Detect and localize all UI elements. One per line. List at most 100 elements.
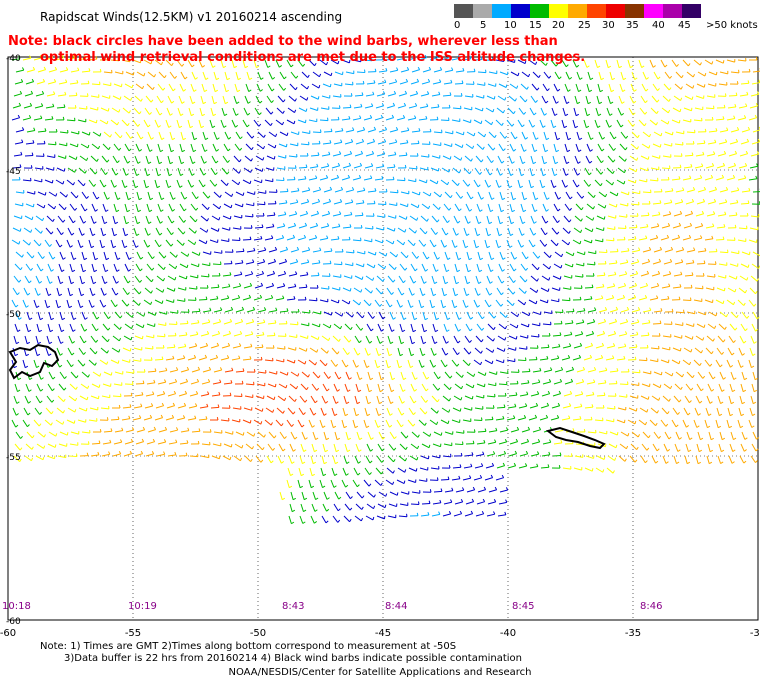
wind-barb (738, 103, 748, 109)
wind-barb (752, 311, 760, 320)
wind-barb (453, 452, 463, 457)
x-tick-label: -55 (125, 628, 141, 639)
wind-barb (488, 427, 498, 433)
wind-barb (143, 299, 153, 305)
wind-barb (233, 330, 243, 337)
wind-barb (487, 83, 497, 87)
wind-barb (411, 251, 420, 259)
wind-barb (56, 347, 63, 356)
wind-barb (223, 260, 233, 265)
wind-barb (620, 306, 630, 313)
wind-barb (584, 167, 592, 176)
wind-barb (342, 104, 352, 109)
wind-barb (157, 203, 164, 212)
wind-barb (629, 331, 639, 337)
wind-barb (650, 345, 660, 350)
wind-barb (177, 287, 187, 291)
wind-barb (728, 395, 735, 405)
wind-barb (509, 323, 519, 329)
wind-barb (244, 455, 253, 462)
wind-barb (586, 319, 596, 325)
wind-barb (662, 455, 669, 464)
wind-barb (144, 167, 151, 177)
wind-barb (551, 287, 561, 291)
wind-barb (726, 299, 736, 306)
wind-barb (254, 282, 264, 289)
wind-barb (276, 283, 286, 289)
wind-barb (165, 59, 174, 67)
wind-barb (542, 263, 551, 270)
legend-swatch (492, 4, 511, 18)
wind-barb (682, 175, 692, 181)
wind-barb (432, 499, 442, 505)
legend-label: 45 (678, 20, 691, 31)
wind-barb (606, 283, 616, 289)
wind-barb (166, 287, 176, 292)
wind-barb (33, 178, 43, 183)
wind-barb (444, 431, 454, 435)
wind-barb (540, 167, 547, 177)
wind-barb (345, 127, 355, 133)
wind-barb (682, 59, 691, 67)
wind-barb (245, 143, 254, 151)
wind-barb (99, 119, 109, 125)
wind-barb (180, 131, 187, 141)
wind-barb (264, 357, 274, 362)
wind-barb (145, 334, 155, 339)
wind-barb (454, 263, 461, 273)
wind-barb (631, 369, 641, 374)
wind-barb (531, 83, 540, 91)
wind-barb (135, 323, 145, 329)
wind-barb (528, 356, 538, 361)
wind-barb (717, 395, 724, 405)
wind-barb (91, 143, 101, 150)
wind-barb (444, 371, 453, 379)
wind-barb (233, 214, 243, 219)
wind-barb (89, 167, 98, 175)
wind-barb (730, 250, 740, 255)
wind-barb (518, 107, 527, 115)
wind-barb (717, 211, 727, 217)
wind-barb (476, 82, 486, 86)
wind-barbs (11, 54, 760, 525)
wind-barb (298, 164, 308, 169)
wind-barb (617, 225, 627, 229)
wind-barb (14, 78, 24, 85)
wind-barb (508, 95, 517, 102)
wind-barb (253, 119, 262, 127)
wind-barb (25, 443, 34, 450)
wind-barb (396, 177, 406, 182)
wind-barb (561, 179, 568, 188)
wind-barb (573, 285, 583, 289)
wind-barb (135, 143, 143, 152)
wind-barb (396, 239, 406, 246)
wind-barb (455, 251, 462, 261)
wind-barb (441, 167, 451, 173)
wind-barb (486, 335, 495, 342)
wind-barb (102, 143, 111, 151)
wind-barb (209, 179, 218, 187)
wind-barb (341, 115, 351, 121)
legend-swatch (511, 4, 530, 18)
wind-barb (200, 215, 209, 222)
wind-barb (473, 56, 483, 61)
wind-barb (289, 321, 299, 326)
wind-barb (353, 224, 363, 229)
wind-barb (465, 323, 473, 332)
wind-barb (363, 299, 372, 307)
wind-barb (388, 202, 398, 207)
wind-barb (288, 271, 298, 277)
wind-barb (741, 251, 751, 256)
wind-barb (114, 131, 123, 139)
wind-barb (421, 323, 428, 333)
wind-barb (486, 95, 496, 100)
wind-barb (364, 347, 371, 356)
wind-barb (697, 186, 707, 193)
wind-barb (35, 275, 43, 284)
wind-barb (202, 71, 209, 80)
wind-barb (730, 187, 740, 193)
wind-barb (543, 131, 550, 141)
wind-barb (497, 511, 507, 517)
wind-barb (310, 515, 318, 524)
wind-barb (627, 59, 634, 69)
